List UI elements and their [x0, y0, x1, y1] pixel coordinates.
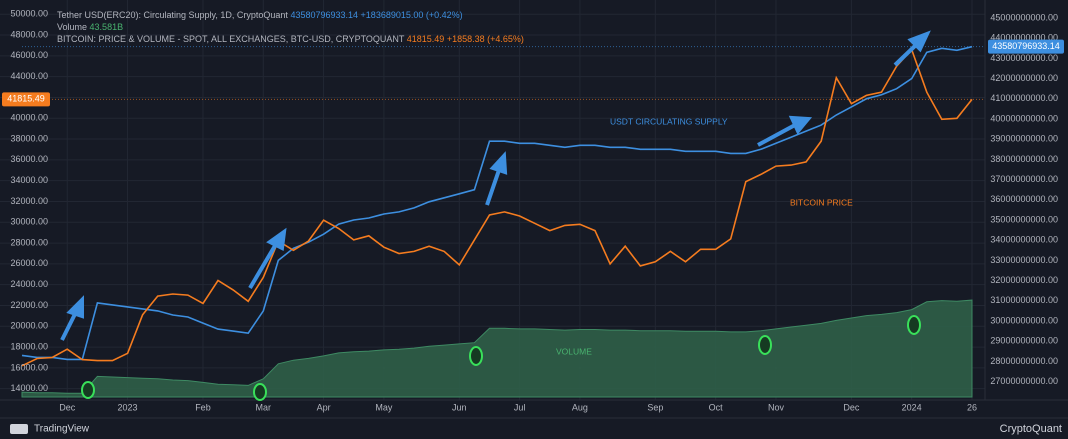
arrow-head [489, 151, 508, 175]
y-tick-label: 40000.00 [10, 113, 48, 123]
x-tick-label: Oct [709, 402, 724, 412]
x-tick-label: Jul [514, 402, 526, 412]
y2-tick-label: 40000000000.00 [990, 113, 1058, 123]
arrow-head [788, 115, 813, 135]
y2-tick-label: 36000000000.00 [990, 194, 1058, 204]
annotation: VOLUME [556, 346, 592, 356]
y-tick-label: 46000.00 [10, 50, 48, 60]
y-tick-label: 20000.00 [10, 321, 48, 331]
volume-markers [81, 315, 921, 401]
annotation: USDT CIRCULATING SUPPLY [610, 116, 728, 126]
x-tick-label: Nov [768, 402, 785, 412]
x-tick-label: Dec [843, 402, 860, 412]
x-tick-label: Apr [317, 402, 331, 412]
y-tick-label: 14000.00 [10, 383, 48, 393]
y2-tick-label: 35000000000.00 [990, 214, 1058, 224]
price-tag-label: 41815.49 [7, 94, 45, 104]
up-marker [907, 315, 921, 335]
x-tick-label: Dec [59, 402, 76, 412]
y-tick-label: 28000.00 [10, 237, 48, 247]
plot [21, 45, 985, 398]
y-tick-label: 48000.00 [10, 29, 48, 39]
y-tick-label: 24000.00 [10, 279, 48, 289]
x-tick-label: Aug [572, 402, 588, 412]
arrows [60, 30, 931, 341]
y2-tick-label: 33000000000.00 [990, 255, 1058, 265]
up-marker [469, 346, 483, 366]
y2-tick-label: 30000000000.00 [990, 315, 1058, 325]
legend-change: +183689015.00 (+0.42%) [361, 10, 463, 20]
y2-tick-label: 45000000000.00 [990, 12, 1058, 22]
arrow-head [907, 30, 931, 53]
labels: 14000.00 16000.00 18000.00 20000.00 22000.00… [2, 9, 1064, 412]
arrow [757, 123, 796, 147]
legend-value: 43580796933.14 [290, 10, 358, 20]
watermark: TradingView [34, 424, 90, 435]
y2-tick-label: 27000000000.00 [990, 376, 1058, 386]
arrow [248, 242, 278, 290]
y-tick-label: 50000.00 [10, 9, 48, 19]
y-tick-label: 22000.00 [10, 300, 48, 310]
y2-tick-label: 32000000000.00 [990, 275, 1058, 285]
x-tick-label: May [375, 402, 393, 412]
y-tick-label: 34000.00 [10, 175, 48, 185]
series-line [21, 48, 973, 367]
watermark: CryptoQuant [1000, 423, 1062, 435]
y2-tick-label: 44000000000.00 [990, 33, 1058, 43]
y2-tick-label: 37000000000.00 [990, 174, 1058, 184]
x-tick-label: 26 [967, 402, 977, 412]
y-tick-label: 18000.00 [10, 341, 48, 351]
legend-name: Tether USD(ERC20): Circulating Supply, 1… [57, 10, 288, 20]
y-tick-label: 32000.00 [10, 196, 48, 206]
arrow-head [266, 227, 287, 252]
y2-tick-label: 31000000000.00 [990, 295, 1058, 305]
y2-tick-label: 29000000000.00 [990, 336, 1058, 346]
legend-name: BITCOIN: PRICE & VOLUME - SPOT, ALL EXCH… [57, 34, 405, 44]
logo [10, 424, 28, 434]
y2-tick-label: 38000000000.00 [990, 154, 1058, 164]
y2-tick-label: 39000000000.00 [990, 134, 1058, 144]
volume-area [21, 299, 973, 398]
up-marker [253, 383, 267, 401]
x-tick-label: 2023 [118, 402, 138, 412]
price-tag [2, 92, 50, 107]
y-tick-label: 26000.00 [10, 258, 48, 268]
y-tick-label: 44000.00 [10, 71, 48, 81]
x-tick-label: 2024 [902, 402, 922, 412]
legend-entry: Volume 43.581B [57, 22, 123, 32]
price-tag [988, 39, 1064, 54]
y-tick-label: 30000.00 [10, 217, 48, 227]
y2-tick-label: 28000000000.00 [990, 356, 1058, 366]
x-tick-label: Feb [195, 402, 211, 412]
arrow [485, 169, 501, 206]
x-tick-label: Jun [452, 402, 467, 412]
x-tick-label: Mar [256, 402, 272, 412]
up-marker [81, 381, 95, 399]
legend-value: 43.581B [90, 22, 124, 32]
arrow-head [66, 295, 84, 319]
legend-entry: Tether USD(ERC20): Circulating Supply, 1… [57, 10, 463, 20]
legend-change: +1858.38 (+4.65%) [447, 34, 524, 44]
arrow [60, 311, 78, 341]
y-tick-label: 16000.00 [10, 362, 48, 372]
y2-tick-label: 41000000000.00 [990, 93, 1058, 103]
legend-entry: BITCOIN: PRICE & VOLUME - SPOT, ALL EXCH… [57, 34, 524, 44]
legend-name: Volume [57, 22, 87, 32]
y-tick-label: 38000.00 [10, 133, 48, 143]
x-tick-label: Sep [647, 402, 663, 412]
y2-tick-label: 42000000000.00 [990, 73, 1058, 83]
legend-value: 41815.49 [407, 34, 445, 44]
up-marker [758, 335, 772, 355]
annotation: BITCOIN PRICE [790, 197, 853, 207]
arrow [893, 42, 919, 67]
series-line [21, 45, 973, 361]
y-tick-label: 36000.00 [10, 154, 48, 164]
y2-tick-label: 34000000000.00 [990, 235, 1058, 245]
y2-tick-label: 43000000000.00 [990, 53, 1058, 63]
price-tag-label: 43580796933.14 [992, 41, 1060, 51]
